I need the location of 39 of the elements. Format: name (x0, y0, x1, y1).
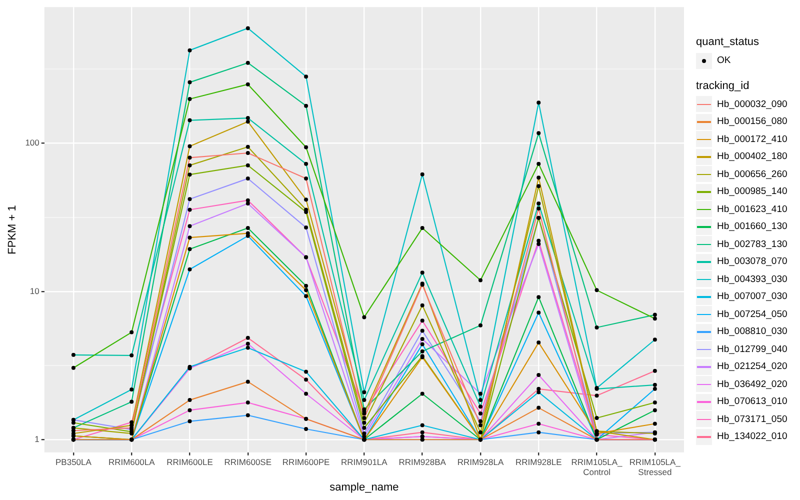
x-tick-label: PB350LA (55, 456, 92, 467)
legend-title: tracking_id (696, 80, 750, 92)
legend-label: Hb_021254_020 (717, 361, 788, 372)
x-tick-label: RRIM928BA (398, 456, 446, 467)
legend-label: Hb_036492_020 (717, 378, 788, 390)
legend-label: Hb_002783_130 (717, 238, 788, 250)
x-tick-label: RRIM105LA_Stressed (629, 456, 681, 478)
legend-label: Hb_008810_030 (717, 326, 788, 338)
legend-label: Hb_007254_050 (717, 308, 788, 320)
x-tick-label: RRIM928LE (515, 456, 562, 467)
legend-label: Hb_012799_040 (717, 344, 788, 355)
text: quant_status (696, 36, 760, 48)
x-tick-label: RRIM105LA_Control (571, 456, 623, 478)
legend-label: OK (717, 55, 731, 66)
legend-label: Hb_000402_180 (717, 151, 788, 162)
x-tick-label: RRIM600LE (166, 456, 214, 467)
y-tick-label: 1 (34, 434, 40, 444)
legend-label: Hb_001660_130 (717, 221, 788, 232)
x-tick-label: RRIM600PE (282, 456, 330, 467)
legend-label: Hb_134022_010 (717, 431, 788, 442)
x-tick-label: RRIM600SE (224, 456, 272, 467)
legend-label: Hb_000656_260 (717, 168, 788, 180)
x-tick-label: RRIM928LA (457, 456, 504, 467)
legend-label: Hb_000985_140 (717, 186, 788, 198)
x-tick-label: RRIM600LA (108, 456, 156, 467)
y-tick-label: 100 (25, 138, 40, 148)
x-tick-label: RRIM901LA (341, 456, 388, 467)
legend-label: Hb_001623_410 (717, 204, 788, 215)
x-axis-title: sample_name (330, 481, 399, 494)
legend-label: Hb_000172_410 (717, 134, 788, 145)
legend-label: Hb_070613_010 (717, 396, 788, 408)
legend-label: Hb_003078_070 (717, 256, 788, 268)
legend-label: Hb_073171_050 (717, 414, 788, 425)
legend-label: Hb_000156_080 (717, 116, 788, 128)
y-tick-label: 10 (30, 286, 40, 296)
legend-label: Hb_000032_090 (717, 98, 788, 110)
legend-label: Hb_004393_030 (717, 274, 788, 285)
legend-label: Hb_007007_030 (717, 291, 788, 302)
y-axis-title: FPKM + 1 (6, 205, 19, 254)
